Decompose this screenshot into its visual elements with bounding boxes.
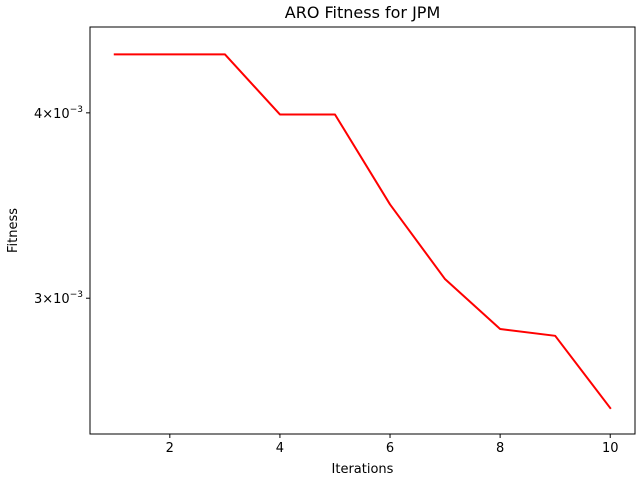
y-axis-label: Fitness	[6, 208, 21, 253]
plot-area	[113, 53, 612, 410]
x-tick-label: 6	[386, 441, 394, 456]
y-tick-label: 3×10−3	[34, 290, 83, 307]
x-axis-label: Iterations	[332, 462, 394, 477]
x-tick-label: 4	[276, 441, 284, 456]
x-tick-label: 10	[602, 441, 619, 456]
plot-frame	[89, 26, 636, 435]
series-line-0	[113, 53, 612, 410]
x-tick-label: 8	[496, 441, 504, 456]
y-tick-label: 4×10−3	[34, 105, 83, 122]
x-tick-label: 2	[166, 441, 174, 456]
chart-title: ARO Fitness for JPM	[285, 3, 441, 22]
